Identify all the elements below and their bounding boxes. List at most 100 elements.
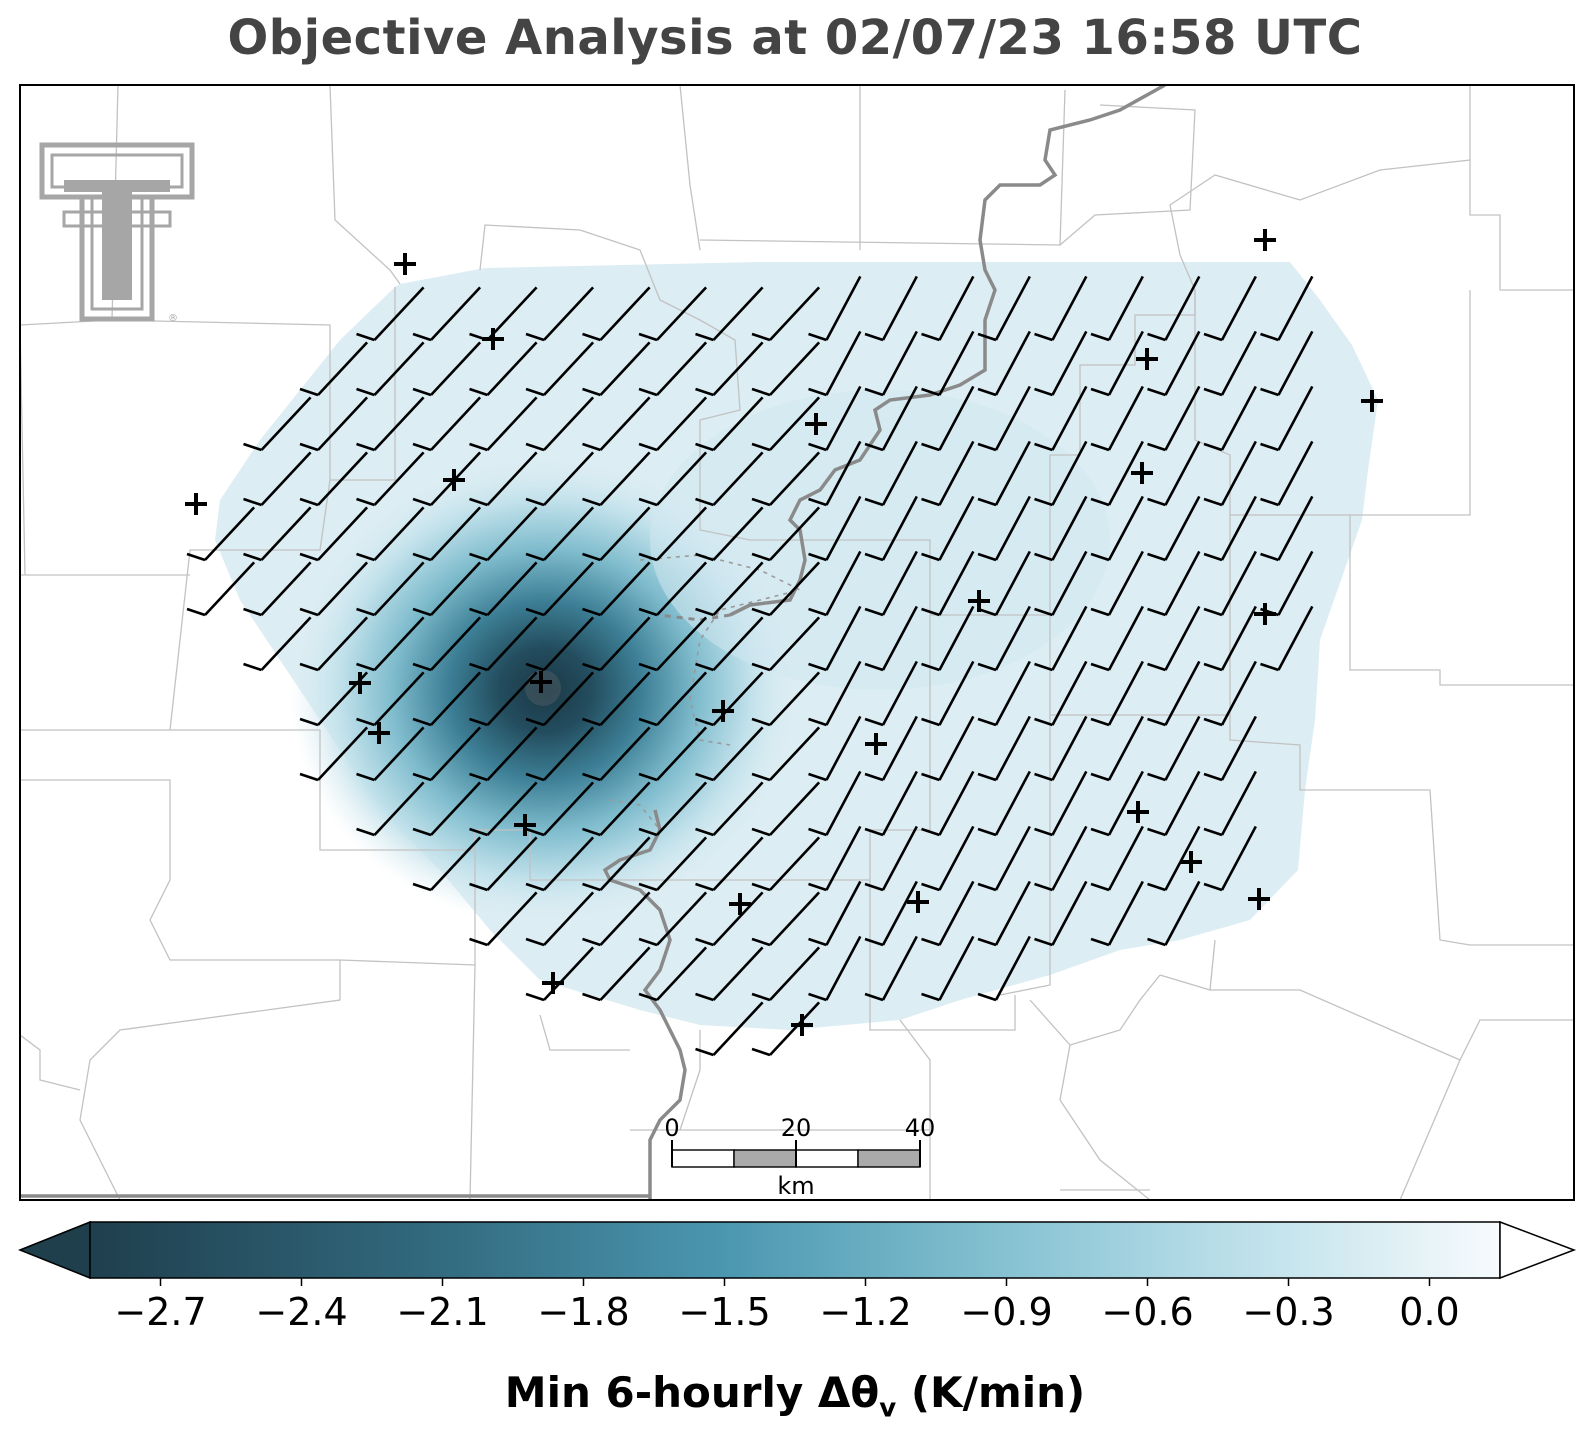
wind-barb-flag (921, 552, 940, 562)
wind-barb-flag (469, 827, 488, 837)
wind-barb-flag (469, 497, 488, 507)
wind-barb-shaft (373, 671, 425, 726)
wind-barb-shaft (486, 561, 538, 616)
wind-barb-shaft (1220, 275, 1257, 341)
wind-barb-shaft (317, 506, 369, 561)
wind-barb-shaft (1107, 880, 1144, 946)
wind-barb-flag (695, 662, 714, 672)
wind-barb-flag (582, 717, 601, 727)
wind-barb-shaft (938, 880, 975, 946)
wind-barb-flag (1147, 332, 1166, 342)
wind-barb-shaft (825, 770, 862, 836)
wind-barb-flag (751, 442, 771, 452)
wind-barb-shaft (769, 561, 821, 616)
wind-barb-flag (582, 332, 601, 342)
wind-barb-flag (1203, 607, 1223, 617)
scale-bar: 0 20 40 km (664, 1114, 935, 1200)
wind-barb-flag (1090, 717, 1110, 727)
wind-barb-shaft (656, 891, 708, 946)
wind-barb-shaft (599, 451, 651, 506)
wind-barb-shaft (938, 935, 975, 1001)
wind-barb-flag (525, 882, 545, 892)
wind-barb-flag (864, 717, 884, 727)
wind-barb-shaft (599, 616, 651, 671)
wind-barb-shaft (712, 836, 764, 891)
wind-barb-flag (864, 827, 884, 837)
wind-barb-flag (299, 552, 319, 562)
wind-barb-flag (864, 937, 884, 947)
wind-barb-flag (695, 882, 714, 892)
wind-barb-flag (695, 387, 714, 397)
wind-barb-shaft (1164, 330, 1201, 396)
station-marker (712, 700, 734, 722)
wind-barb-shaft (712, 1001, 764, 1056)
wind-barb-flag (1260, 662, 1279, 672)
wind-barb-flag (525, 827, 545, 837)
wind-barb-flag (1203, 332, 1223, 342)
wind-barb-flag (1260, 552, 1279, 562)
wind-barb-flag (356, 772, 375, 782)
wind-barb-shaft (769, 396, 821, 451)
wind-barb-shaft (994, 880, 1031, 946)
station-marker (968, 590, 990, 612)
wind-barb-flag (638, 662, 658, 672)
wind-barb-shaft (373, 396, 425, 451)
wind-barb-flag (243, 552, 262, 562)
wind-barb-flag (469, 882, 488, 892)
wind-barb-shaft (599, 286, 651, 341)
wind-barb-flag (751, 1047, 771, 1057)
wind-barb-flag (1147, 497, 1166, 507)
wind-barb-shaft (994, 605, 1031, 671)
wind-barb-flag (695, 937, 714, 947)
wind-barb-shaft (656, 451, 708, 506)
wind-barb-shaft (881, 825, 918, 891)
wind-barb-shaft (1277, 385, 1314, 451)
wind-barb-shaft (825, 825, 862, 891)
wind-barb-shaft (712, 451, 764, 506)
wind-barb-flag (638, 607, 658, 617)
station-marker (729, 893, 751, 915)
wind-barb-shaft (1220, 495, 1257, 561)
wind-barb-flag (469, 772, 488, 782)
wind-barb-shaft (769, 726, 821, 781)
wind-barb-flag (186, 552, 206, 562)
wind-barb-flag (356, 442, 375, 452)
wind-barb-shaft (881, 715, 918, 781)
wind-barb-flag (1090, 662, 1110, 672)
wind-barb-shaft (599, 836, 651, 891)
scale-unit: km (777, 1172, 814, 1200)
wind-barb-shaft (938, 605, 975, 671)
wind-barb-flag (1034, 332, 1053, 342)
station-marker (1361, 390, 1383, 412)
wind-barb-flag (921, 442, 940, 452)
wind-barb-flag (751, 827, 771, 837)
wind-barb-flag (525, 552, 545, 562)
wind-barb-shaft (599, 341, 651, 396)
wind-barb-shaft (373, 616, 425, 671)
wind-barb-flag (299, 717, 319, 727)
wind-barb-flag (1090, 827, 1110, 837)
wind-barb-shaft (204, 506, 256, 561)
wind-barb-shaft (317, 451, 369, 506)
wind-barb-flag (356, 387, 375, 397)
wind-barb-flag (412, 662, 432, 672)
scale-label-0: 0 (664, 1114, 679, 1142)
wind-barb-shaft (881, 770, 918, 836)
wind-barb-flag (977, 937, 997, 947)
wind-barb-flag (977, 992, 997, 1002)
wind-barb-flag (412, 332, 432, 342)
wind-barb-flag (638, 827, 658, 837)
wind-barb-flag (1034, 442, 1053, 452)
wind-barb-flag (638, 937, 658, 947)
wind-barb-shaft (1220, 385, 1257, 451)
wind-barb-shaft (656, 341, 708, 396)
wind-barb-shaft (1164, 385, 1201, 451)
station-marker (542, 972, 564, 994)
wind-barb-flag (412, 607, 432, 617)
wind-barb-flag (299, 662, 319, 672)
wind-barb-flag (469, 717, 488, 727)
colorbar-tick-label: −1.2 (819, 1290, 912, 1334)
wind-barb-flag (582, 882, 601, 892)
wind-barb-flag (1034, 497, 1053, 507)
station-marker (514, 814, 536, 836)
